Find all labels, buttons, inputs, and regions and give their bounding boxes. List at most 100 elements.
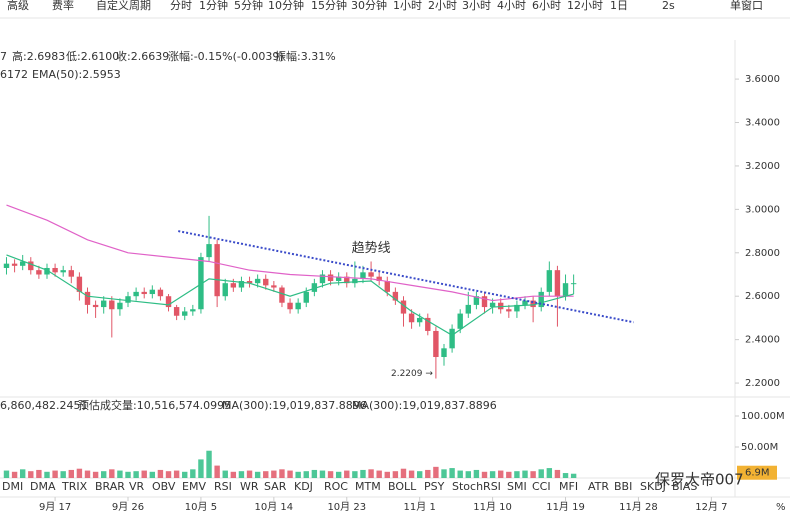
candle-body <box>514 304 520 312</box>
volume-bar <box>400 468 407 478</box>
candle-body <box>44 267 50 275</box>
ema-info: EMA(50):2.5953 <box>32 68 121 81</box>
volume-bar <box>92 471 99 478</box>
candle-body <box>416 317 423 323</box>
ohlc-info: 高:2.6983 <box>12 49 65 63</box>
candle-body <box>84 291 91 305</box>
indicator-tab[interactable]: VR <box>129 480 145 493</box>
toolbar-item[interactable]: 高级 <box>7 0 29 12</box>
candle-body <box>368 272 374 277</box>
indicator-tab[interactable]: SAR <box>264 480 287 493</box>
x-tick-label: 9月 17 <box>39 501 71 513</box>
indicator-tab[interactable]: BBI <box>614 480 632 493</box>
indicator-tab[interactable]: DMI <box>2 480 23 493</box>
candle-body <box>279 287 285 303</box>
volume-bar <box>457 470 463 478</box>
candle-body <box>182 311 188 316</box>
indicator-tab[interactable]: TRIX <box>61 480 88 493</box>
volume-bar <box>433 466 439 478</box>
indicator-tab[interactable]: SMI <box>507 480 527 493</box>
candle-body <box>101 300 107 308</box>
toolbar-item[interactable]: 1日 <box>610 0 628 12</box>
indicator-tab[interactable]: ATR <box>588 480 609 493</box>
candle-body <box>473 296 480 305</box>
indicator-tab[interactable]: DMA <box>30 480 56 493</box>
indicator-tab[interactable]: OBV <box>152 480 176 493</box>
candle-body <box>19 261 26 266</box>
x-tick-label: 10月 14 <box>255 501 294 513</box>
candle-body <box>271 285 277 288</box>
toolbar-item[interactable]: 5分钟 <box>234 0 263 12</box>
toolbar-item[interactable]: 12小时 <box>567 0 603 12</box>
toolbar-item[interactable]: 2s <box>662 0 675 12</box>
indicator-tab[interactable]: KDJ <box>294 480 313 493</box>
y-tick-label: 3.2000 <box>745 161 780 172</box>
indicator-tab[interactable]: MFI <box>559 480 578 493</box>
indicator-tab[interactable]: ROC <box>324 480 348 493</box>
candle-body <box>214 244 220 297</box>
candle-body <box>3 263 10 268</box>
indicator-tab[interactable]: StochRSI <box>452 480 501 493</box>
candle-body <box>522 300 528 305</box>
indicator-tab[interactable]: CCI <box>532 480 551 493</box>
candle-body <box>546 270 553 292</box>
y-tick-label: 2.8000 <box>745 248 780 259</box>
ma-line <box>6 254 574 337</box>
volume-bar <box>441 469 447 478</box>
toolbar-item[interactable]: 6小时 <box>532 0 561 12</box>
indicator-tab[interactable]: SKDJ <box>640 480 666 493</box>
volume-bar <box>295 471 301 478</box>
volume-bar <box>384 471 390 478</box>
indicator-tab[interactable]: EMV <box>182 480 206 493</box>
candle-body <box>117 302 123 310</box>
percent-toggle[interactable]: % <box>776 502 786 513</box>
volume-bar <box>60 471 66 478</box>
toolbar-item[interactable]: 1小时 <box>393 0 422 12</box>
volume-bar <box>287 470 293 478</box>
volume-bar <box>368 469 374 478</box>
toolbar-item[interactable]: 3小时 <box>462 0 491 12</box>
volume-bar <box>271 470 277 478</box>
candle-body <box>319 274 326 284</box>
ema-info: 6172 <box>0 68 28 81</box>
toolbar-item[interactable]: 分时 <box>170 0 192 12</box>
volume-bar <box>473 469 480 478</box>
indicator-tab[interactable]: MTM <box>355 480 381 493</box>
volume-info: 预估成交量:10,516,574.0995 <box>78 398 231 412</box>
volume-bar <box>28 471 34 478</box>
toolbar-item[interactable]: 15分钟 <box>311 0 347 12</box>
indicator-tab[interactable]: RSI <box>214 480 232 493</box>
annotation: 趋势线 <box>352 240 391 256</box>
volume-bar <box>489 471 496 478</box>
ohlc-info: 涨幅:-0.15%(-0.0039) <box>168 50 284 63</box>
y-tick-label: 2.4000 <box>745 335 780 346</box>
toolbar-item[interactable]: 4小时 <box>497 0 526 12</box>
candle-body <box>433 330 439 358</box>
toolbar-item[interactable]: 自定义周期 <box>96 0 151 12</box>
x-tick-label: 10月 5 <box>185 501 217 513</box>
indicator-tab[interactable]: BRAR <box>95 480 125 493</box>
toolbar-item[interactable]: 费率 <box>52 0 74 12</box>
indicator-tab[interactable]: PSY <box>424 480 445 493</box>
indicator-tab[interactable]: BIAS <box>672 480 697 493</box>
toolbar-item[interactable]: 10分钟 <box>268 0 304 12</box>
volume-bar <box>141 470 147 478</box>
candle-body <box>311 283 318 292</box>
volume-bar <box>327 471 334 478</box>
indicator-tab[interactable]: WR <box>240 480 259 493</box>
toolbar-item[interactable]: 1分钟 <box>199 0 228 12</box>
x-tick-label: 12月 7 <box>695 501 727 513</box>
volume-bar <box>546 468 553 478</box>
y-tick-label: 3.0000 <box>745 204 780 215</box>
toolbar-item[interactable]: 2小时 <box>428 0 457 12</box>
candle-body <box>506 309 512 312</box>
volume-bar <box>182 471 188 478</box>
y-tick-label: 50.00M <box>741 442 778 453</box>
toolbar-item[interactable]: 30分钟 <box>351 0 387 12</box>
toolbar-item[interactable]: 单窗口 <box>730 0 763 12</box>
candle-body <box>254 278 261 284</box>
indicator-tab[interactable]: BOLL <box>388 480 417 493</box>
candle-body <box>238 281 245 288</box>
x-tick-label: 9月 26 <box>112 501 144 513</box>
